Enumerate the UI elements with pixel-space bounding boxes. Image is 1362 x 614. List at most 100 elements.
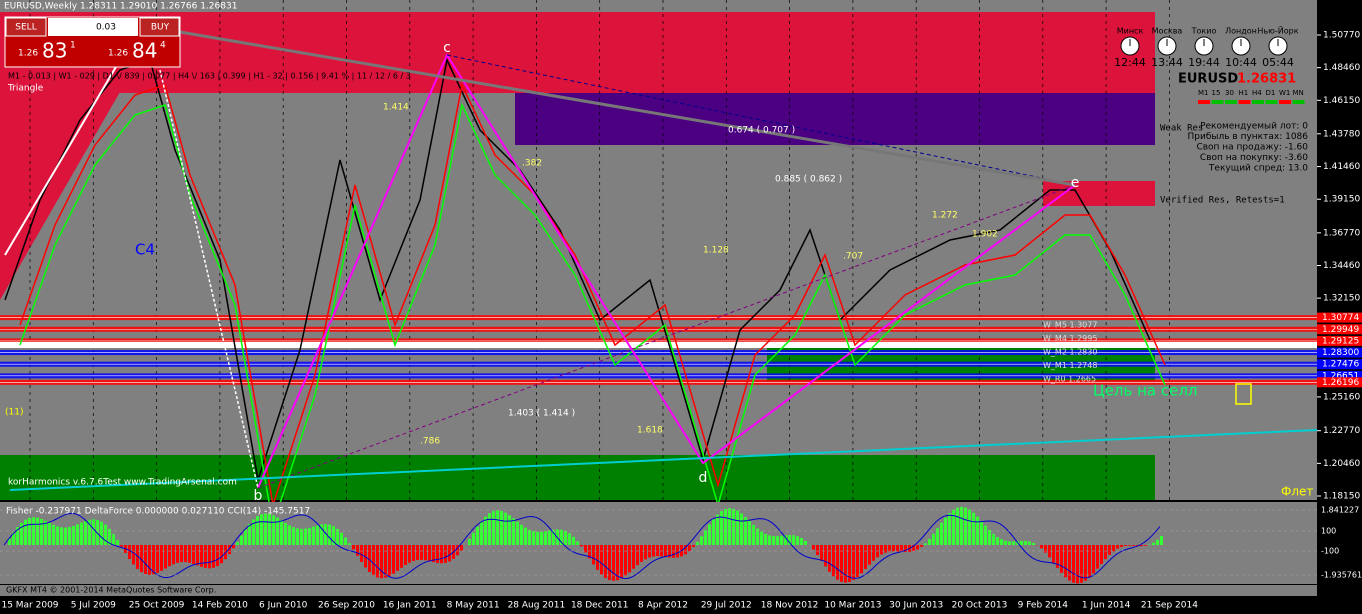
hist-bar [228,545,231,555]
moving-average [19,82,1166,506]
price-line [4,57,1151,481]
hist-bar [1052,545,1055,563]
hist-bar [164,545,167,569]
hist-bar [508,515,511,545]
cci-line [3,512,1161,580]
buy-big: 84 [132,39,157,63]
hist-bar [904,545,907,553]
hist-bar [272,515,275,545]
time: 10:44 [1225,56,1257,69]
tf-cell [1292,100,1305,104]
hist-bar [640,545,643,562]
tf-cell [1225,100,1237,104]
price-axis: 1.50770 1.48460 1.46150 1.43780 1.41460 1.391… [1317,31,1362,502]
level-label: 1.29949 [1322,325,1359,335]
date-label: 9 Feb 2014 [1018,601,1069,611]
buy-prefix: 1.26 [108,49,128,59]
price-label: 1.22770 [1323,426,1360,436]
verified-res: Verified Res, Retests=1 [1160,196,1285,206]
hist-bar [1072,545,1075,583]
indicator-label: -1.935761 [1321,571,1362,580]
hist-bar [1100,545,1103,564]
price-label: 1.41460 [1323,162,1360,172]
hist-bar [104,524,107,545]
hist-bar [960,506,963,545]
hist-bar [764,533,767,545]
hist-bar [456,545,459,556]
indicator-header: Fisher -0.237971 DeltaForce 0.000000 0.0… [6,507,310,517]
w-level: W_M1 1.2748 [1043,361,1097,370]
hist-bar [100,521,103,545]
hist-bar [912,545,915,552]
hist-bar [332,526,335,545]
hist-bar [768,535,771,545]
sell-button[interactable] [5,17,47,37]
info-line: Рекомендуемый лот: 0 [1200,122,1308,132]
hist-bar [76,524,79,545]
panel-price: 1.26831 [1237,72,1296,87]
price-label: 1.18150 [1323,492,1360,502]
hist-bar [784,535,787,545]
hist-bar [112,534,115,545]
hist-bar [384,545,387,578]
hist-bar [1144,545,1147,546]
hist-bar [128,545,131,560]
hist-bar [892,545,895,552]
hist-bar [1064,545,1067,578]
level-label: 1.27476 [1322,360,1359,370]
hist-bar [584,545,587,553]
hist-bar [276,517,279,545]
hist-bar [632,545,635,569]
hist-bar [304,528,307,545]
hist-bar [404,545,407,565]
hist-bar [372,545,375,576]
w-level: W_M2 1.2830 [1043,348,1097,357]
hist-bar [40,518,43,545]
city: Минск [1117,27,1144,36]
level-label: 1.29125 [1322,336,1359,346]
lot-value[interactable]: 0.03 [96,23,116,33]
hist-bar [836,545,839,580]
hist-bar [1096,545,1099,569]
pattern-name: Triangle [7,84,44,94]
hist-bar [416,545,419,561]
hist-bar [568,533,571,545]
weak-res: Weak Res [1160,124,1203,134]
hist-bar [36,517,39,545]
hist-bar [860,545,863,574]
timeframe: H4 [1252,89,1262,97]
indicator-bars [3,506,1163,584]
hist-bar [1128,545,1131,546]
hist-bar [756,528,759,545]
hist-bar [264,513,267,545]
date-label: 1 Jun 2014 [1082,601,1131,611]
buy-text[interactable]: BUY [151,23,170,33]
hist-bar [56,526,59,545]
hist-bar [748,521,751,545]
hist-bar [460,545,463,551]
hist-bar [560,529,563,545]
triangle-zone [0,12,150,330]
hist-bar [500,510,503,545]
level-tag [1317,312,1362,323]
date-label: 6 Jun 2010 [259,601,308,611]
hist-bar [428,545,431,562]
level-label: 1.28300 [1322,348,1359,358]
hist-bar [628,545,631,573]
hist-bar [48,522,51,545]
hist-bar [736,510,739,545]
hist-bar [232,545,235,549]
sell-text[interactable]: SELL [15,23,36,33]
watermark: korHarmonics v.6.7.6Test www.TradingArse… [8,478,237,488]
price-label: 1.20460 [1323,459,1360,469]
hist-bar [60,527,63,545]
hist-bar [920,545,923,547]
hist-bar [520,524,523,545]
trend-line [179,30,1076,187]
point-label: b [254,488,263,504]
lot-input[interactable] [48,18,138,36]
levels [0,315,1317,385]
target-icon [1235,383,1252,405]
buy-button[interactable] [139,17,180,37]
chart-labels: b c d e C4 0.674 ( 0.707 ) 0.885 ( 0.862 ) 1.40… [8,40,1313,504]
